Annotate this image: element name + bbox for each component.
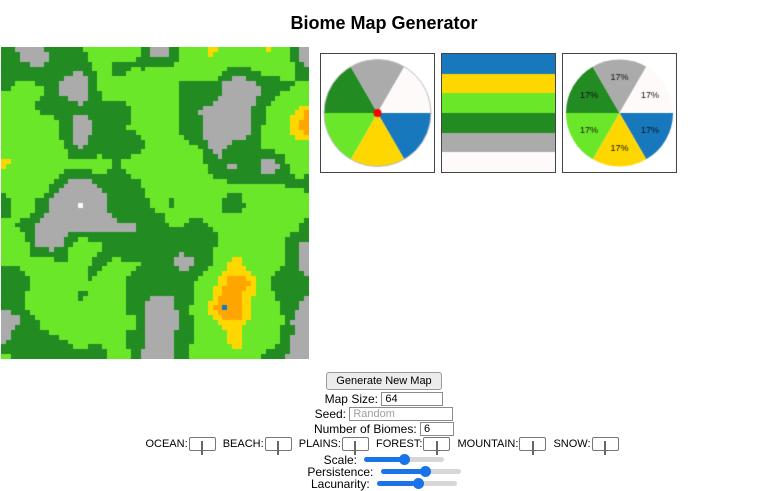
biome-color-wheel-panel [320,53,435,173]
biome-share-pie-panel [562,53,677,173]
snow-color-label: SNOW: [553,438,591,451]
plains-color-label: PLAINS: [298,438,341,451]
beach-color-label: BEACH: [222,438,264,451]
forest-color-label: FOREST: [375,438,423,451]
mountain-color-swatch [531,441,534,456]
num-biomes-label: Number of Biomes: [313,421,417,436]
biome-share-pie-chart [563,54,676,172]
biome-elevation-bands-panel [441,53,556,173]
num-biomes-input[interactable] [420,421,455,436]
seed-label: Seed: [314,406,346,421]
lacunarity-slider[interactable] [377,481,458,487]
forest-color-picker[interactable] [423,437,451,456]
scale-label: Scale: [323,452,357,467]
plains-color-picker[interactable] [341,437,369,456]
persistence-slider[interactable] [380,469,461,475]
snow-color-swatch [604,441,607,456]
controls-panel: Generate New Map Map Size: Seed: Number … [0,371,768,491]
scale-slider[interactable] [364,457,445,463]
map-size-input[interactable] [381,391,444,406]
biome-elevation-bands-chart [442,54,555,172]
ocean-color-swatch [201,441,204,456]
biome-color-wheel-chart [321,54,434,172]
biome-color-row: OCEAN: BEACH: PLAINS: FOREST: MOUNTAIN: … [0,436,768,456]
beach-color-picker[interactable] [264,437,292,456]
mountain-color-picker[interactable] [519,437,547,456]
page-title: Biome Map Generator [290,13,478,33]
biome-map-canvas [1,47,309,359]
forest-color-swatch [435,441,438,456]
ocean-color-label: OCEAN: [145,438,188,451]
beach-color-swatch [277,441,280,456]
lacunarity-label: Lacunarity: [310,476,370,491]
seed-input[interactable] [349,406,454,421]
map-size-label: Map Size: [324,391,378,406]
plains-color-swatch [354,441,357,456]
chart-strip [320,53,677,173]
ocean-color-picker[interactable] [188,437,216,456]
snow-color-picker[interactable] [591,437,619,456]
persistence-label: Persistence: [307,464,374,479]
mountain-color-label: MOUNTAIN: [457,438,519,451]
generate-new-map-button[interactable]: Generate New Map [326,372,442,390]
